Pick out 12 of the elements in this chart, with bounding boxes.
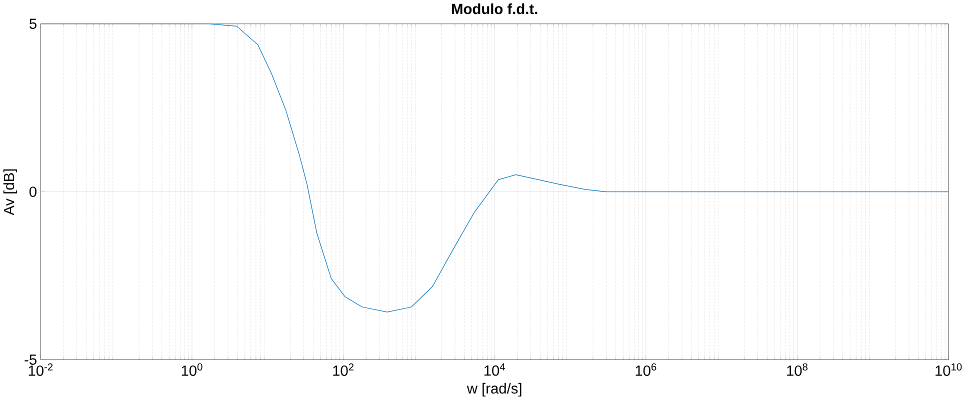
- x-tick-label: 10$^{2}$: [333, 363, 354, 376]
- x-tick-label: 10$^{6}$: [636, 363, 656, 376]
- x-tick-label: 10$^{0}$: [182, 363, 202, 376]
- x-tick-label: 10$^{8}$: [787, 363, 808, 376]
- x-tick-label: 10$^{4}$: [484, 363, 506, 376]
- x-axis-title: w [rad/s]: [466, 382, 522, 397]
- y-axis-title: Av [dB]: [3, 169, 18, 216]
- chart-title: Modulo f.d.t.: [452, 3, 538, 14]
- y-tick-label: 0: [29, 186, 36, 198]
- x-tick-label: 10$^{10}$: [936, 363, 962, 376]
- y-tick-label: -5: [24, 354, 36, 365]
- y-tick-label: 5: [30, 18, 36, 29]
